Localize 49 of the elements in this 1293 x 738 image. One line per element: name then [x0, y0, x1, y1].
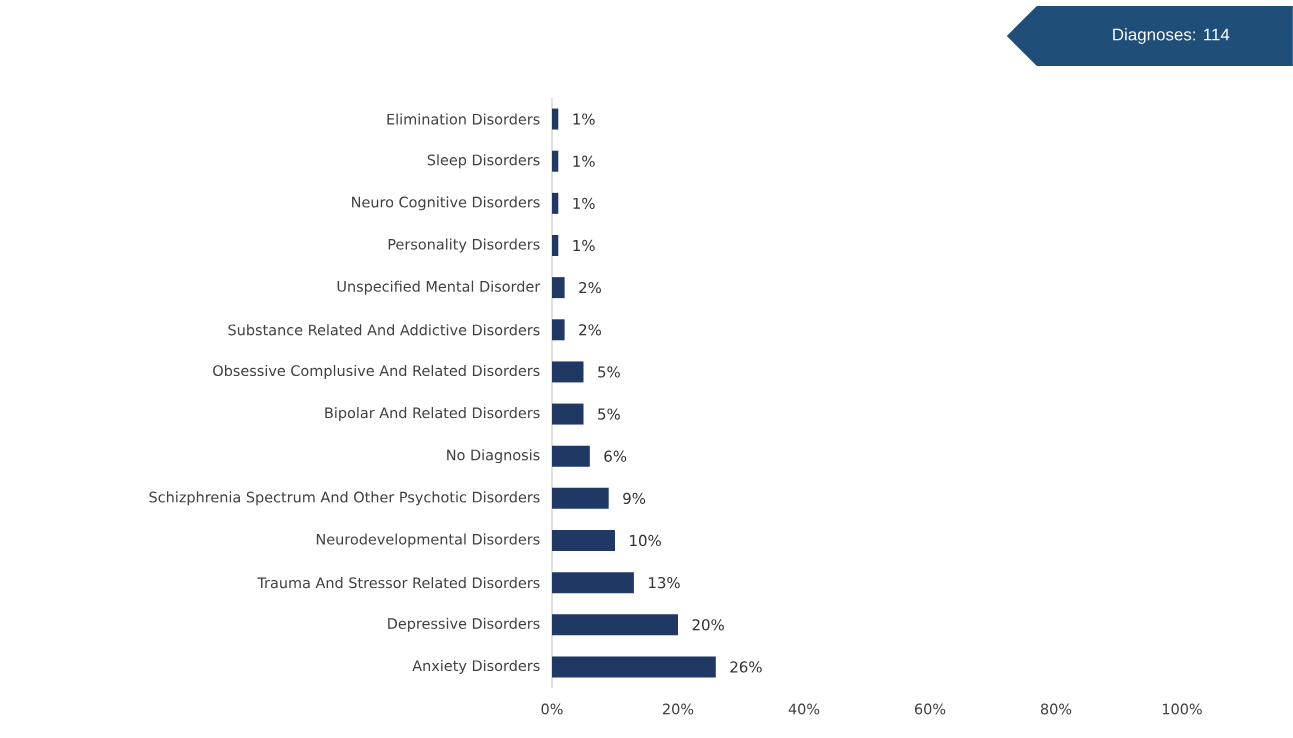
- bar: [552, 572, 634, 594]
- y-tick-label: Neurodevelopmental Disorders: [316, 533, 540, 548]
- data-label: 1%: [573, 113, 595, 125]
- y-tick-label: Bipolar And Related Disorders: [325, 407, 540, 422]
- y-tick-label: Personality Disorders: [388, 238, 540, 253]
- data-label: 9%: [623, 492, 646, 505]
- data-label: 10%: [630, 534, 661, 547]
- data-label: 1%: [573, 197, 595, 210]
- bar: [552, 487, 609, 509]
- data-label: 5%: [598, 366, 620, 378]
- bar: [552, 656, 716, 678]
- data-label: 5%: [598, 408, 620, 420]
- data-label: 6%: [604, 450, 627, 462]
- x-tick-label: 0%: [541, 703, 563, 715]
- bar: [552, 235, 559, 256]
- bar: [552, 277, 565, 299]
- x-tick-label: 100%: [1162, 703, 1202, 715]
- bar: [552, 614, 678, 636]
- y-tick-label: Schizphrenia Spectrum And Other Psychotic Disorders: [149, 491, 540, 506]
- y-tick-label: No Diagnosis: [447, 449, 540, 464]
- y-tick-label: Substance Related And Addictive Disorders: [228, 324, 540, 336]
- y-tick-label: Trauma And Stressor Related Disorders: [257, 577, 540, 589]
- y-tick-label: Elimination Disorders: [387, 113, 540, 125]
- x-tick-label: 40%: [788, 703, 820, 715]
- bar: [552, 150, 559, 172]
- bar: [552, 319, 565, 341]
- data-label: 2%: [579, 281, 601, 294]
- y-tick-label: Sleep Disorders: [427, 154, 540, 169]
- x-tick-label: 20%: [663, 703, 694, 715]
- x-tick-label: 60%: [914, 703, 946, 715]
- data-label: 13%: [649, 577, 680, 589]
- y-tick-label: Unspecified Mental Disorder: [337, 280, 541, 295]
- bar: [552, 445, 590, 467]
- data-label: 1%: [573, 155, 595, 167]
- y-tick-label: Anxiety Disorders: [412, 659, 540, 674]
- data-label: 26%: [730, 661, 762, 673]
- y-tick-label: Depressive Disorders: [388, 617, 540, 632]
- bar: [552, 403, 584, 425]
- bar: [552, 361, 584, 383]
- x-tick-label: 80%: [1040, 703, 1072, 715]
- bar: [552, 192, 559, 214]
- data-label: 20%: [692, 619, 724, 631]
- data-label: 1%: [573, 239, 595, 252]
- data-label: 2%: [579, 324, 601, 336]
- y-tick-label: Neuro Cognitive Disorders: [352, 196, 540, 211]
- bar: [552, 530, 615, 551]
- y-tick-label: Obsessive Complusive And Related Disorders: [213, 364, 540, 379]
- chart-title: Diagnoses: 114: [1113, 28, 1230, 44]
- bar: [552, 108, 559, 130]
